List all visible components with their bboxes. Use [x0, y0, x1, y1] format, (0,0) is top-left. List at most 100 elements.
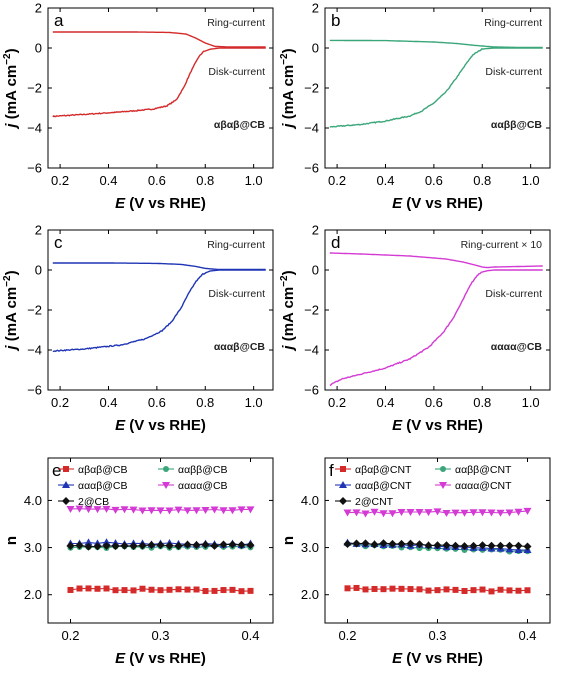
- data-point: [202, 588, 209, 595]
- data-point: [75, 541, 84, 550]
- y-tick-label: −2: [27, 81, 42, 96]
- data-point: [139, 585, 146, 592]
- data-point: [398, 585, 405, 592]
- y-tick-label: 2.0: [24, 587, 42, 602]
- data-point: [514, 541, 523, 550]
- legend-label: αβαβ@CB: [78, 464, 127, 476]
- data-point: [440, 466, 446, 472]
- data-point: [343, 509, 352, 517]
- x-axis-title-symbol: E: [115, 195, 126, 212]
- x-tick-label: 1.0: [522, 395, 540, 410]
- y-tick-label: −2: [304, 81, 319, 96]
- data-point: [129, 542, 138, 551]
- x-tick-label: 0.6: [148, 395, 166, 410]
- data-point: [76, 585, 83, 592]
- disk-current-label: Disk-current: [485, 288, 542, 300]
- x-axis-title-symbol: E: [115, 417, 126, 434]
- data-point: [424, 541, 433, 550]
- data-point: [407, 586, 414, 593]
- x-tick-label: 0.6: [425, 395, 443, 410]
- data-point: [406, 539, 415, 548]
- data-point: [163, 466, 169, 472]
- y-tick-label: 3.0: [301, 540, 319, 555]
- y-axis-title: n: [3, 536, 20, 545]
- data-point: [439, 482, 447, 489]
- data-point: [201, 507, 210, 515]
- y-tick-label: 0: [312, 41, 319, 56]
- data-point: [433, 508, 442, 516]
- data-point: [62, 497, 70, 505]
- data-point: [75, 505, 84, 513]
- data-point: [147, 541, 156, 550]
- x-tick-label: 0.6: [148, 173, 166, 188]
- ring-current-label: Ring-current: [207, 17, 265, 29]
- data-point: [352, 539, 361, 548]
- data-point: [415, 508, 424, 516]
- data-point: [361, 510, 370, 518]
- disk-current-line: [329, 47, 543, 128]
- data-point: [370, 508, 379, 516]
- data-point: [148, 586, 155, 593]
- legend-label: ααββ@CNT: [455, 464, 512, 476]
- x-tick-label: 0.8: [473, 395, 491, 410]
- x-axis-title: E (V vs RHE): [115, 195, 206, 212]
- y-tick-label: −4: [304, 343, 319, 358]
- panel-d: d 0.2 0.4 0.6 0.8 1.0 2 0 −2 −4 −6 E (V vs RHE) j (m…: [279, 223, 551, 434]
- y-tick-label: 2: [35, 223, 42, 238]
- y-axis-title-unit: (mA cm: [280, 287, 297, 346]
- y-axis-title: j (mA cm−2): [2, 48, 20, 129]
- ring-current-line: [52, 262, 266, 271]
- data-point: [184, 586, 191, 593]
- y-axis-title-symbol: j: [280, 123, 297, 130]
- data-point: [388, 539, 397, 548]
- data-point: [416, 586, 423, 593]
- x-axis-title-symbol: E: [392, 195, 403, 212]
- x-axis-title: E (V vs RHE): [392, 650, 483, 667]
- x-axis-title-unit: (V vs RHE): [402, 195, 483, 212]
- data-point: [174, 541, 183, 550]
- data-point: [487, 509, 496, 517]
- data-point: [388, 510, 397, 518]
- y-axis-title-close: ): [3, 48, 20, 53]
- data-point: [246, 541, 255, 550]
- data-point: [497, 586, 504, 593]
- data-point: [515, 587, 522, 594]
- data-point: [506, 587, 513, 594]
- data-point: [193, 586, 200, 593]
- y-axis-title-symbol: j: [280, 345, 297, 352]
- x-tick-label: 0.3: [428, 628, 446, 643]
- x-tick-label: 1.0: [245, 173, 263, 188]
- series-square: [344, 584, 531, 595]
- x-tick-label: 0.2: [61, 628, 79, 643]
- ring-current-label: Ring-current: [207, 239, 265, 251]
- y-axis-title-exponent: −2: [2, 53, 13, 65]
- data-point: [353, 584, 360, 591]
- y-tick-label: −4: [304, 121, 319, 136]
- x-axis-title: E (V vs RHE): [392, 417, 483, 434]
- data-point: [379, 539, 388, 548]
- x-tick-label: 0.2: [328, 395, 346, 410]
- data-point: [361, 539, 370, 548]
- ring-current-line: [329, 39, 543, 49]
- y-tick-label: 4.0: [24, 493, 42, 508]
- data-point: [237, 540, 246, 549]
- data-point: [451, 541, 460, 550]
- series-square: [67, 585, 254, 595]
- x-tick-label: 0.8: [196, 395, 214, 410]
- y-axis-title: j (mA cm−2): [279, 48, 297, 129]
- legend-label: αααα@CNT: [455, 480, 512, 492]
- legend: αβαβ@CNT ααββ@CNT αααβ@CNT αααα@CNT 2@CNT: [335, 464, 512, 508]
- disk-current-label: Disk-current: [208, 288, 265, 300]
- y-axis-title-symbol: j: [3, 345, 20, 352]
- data-point: [211, 587, 218, 594]
- x-tick-label: 0.3: [151, 628, 169, 643]
- y-axis-title: j (mA cm−2): [2, 270, 20, 351]
- data-point: [120, 506, 129, 514]
- x-tick-label: 0.4: [241, 628, 259, 643]
- y-axis-title: n: [280, 536, 297, 545]
- y-tick-label: 0: [35, 263, 42, 278]
- data-point: [165, 507, 174, 515]
- x-tick-label: 0.4: [376, 173, 394, 188]
- data-point: [238, 588, 245, 595]
- x-axis-title-unit: (V vs RHE): [125, 417, 206, 434]
